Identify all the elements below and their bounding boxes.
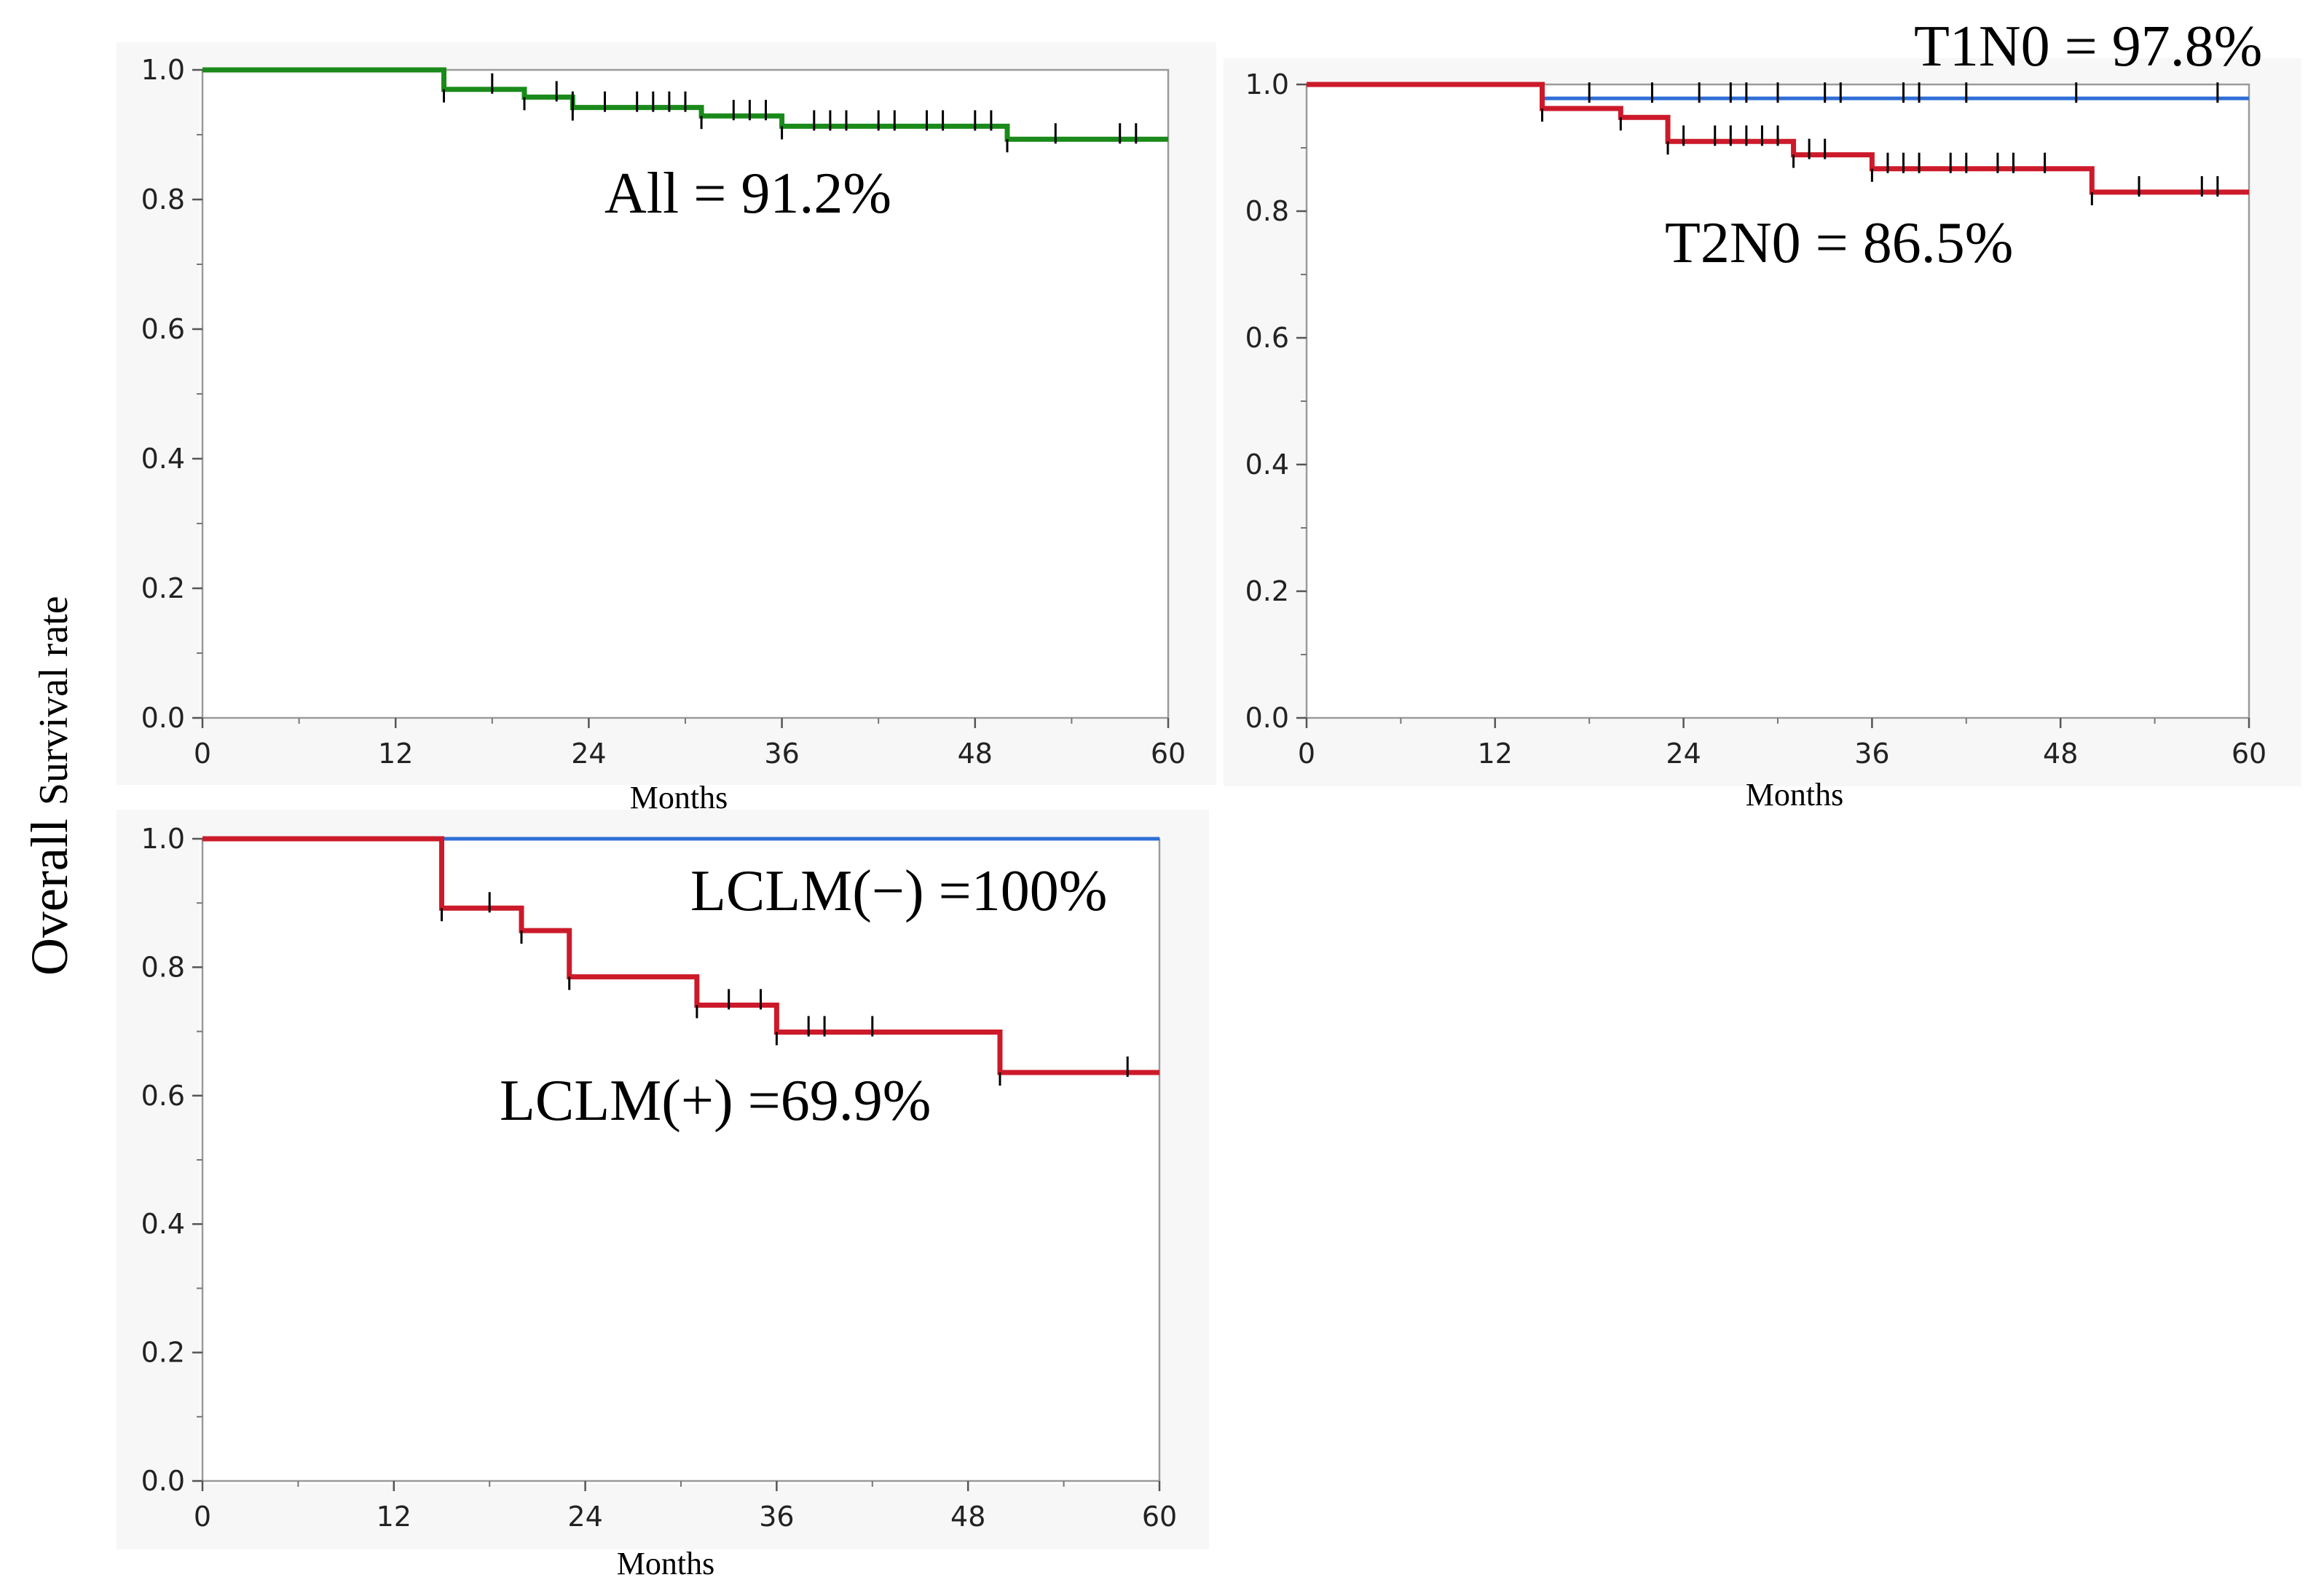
- x-tick-label: 12: [378, 738, 413, 770]
- annotation-lclm-neg: LCLM(−) =100%: [690, 859, 1107, 923]
- x-tick-label: 48: [950, 1501, 985, 1533]
- y-tick-label: 0.4: [141, 1208, 185, 1240]
- y-tick-label: 0.4: [1245, 449, 1289, 481]
- x-axis-label: Months: [1746, 777, 1843, 813]
- x-axis-label: Months: [630, 780, 728, 815]
- y-tick-label: 0.2: [141, 572, 185, 604]
- chart-panel-lclm: 0.0 0.2 0.4 0.6 0.8 1.0 0 12 24 36 48 60 LCLM(−) =1…: [117, 810, 1209, 1581]
- y-axis-label-sub: Survival rate: [31, 596, 76, 805]
- chart-panel-tn: 0.0 0.2 0.4 0.6 0.8 1.0 0 12 24 36 48 60 T1N0 = 97.…: [1224, 15, 2301, 813]
- x-tick-label: 36: [1854, 738, 1889, 770]
- x-tick-label: 12: [1478, 738, 1513, 770]
- chart-panel-all: 0.0 0.2 0.4 0.6 0.8 1.0 0 12 24 36 48 60 All = 91.2…: [117, 42, 1216, 815]
- x-tick-label: 48: [2043, 738, 2078, 770]
- y-tick-label: 0.4: [141, 443, 185, 475]
- y-tick-label: 0.2: [1245, 575, 1289, 607]
- x-axis-label: Months: [617, 1546, 714, 1581]
- x-tick-label: 0: [194, 1501, 211, 1533]
- x-tick-label: 24: [571, 738, 606, 770]
- x-tick-label: 60: [2232, 738, 2266, 770]
- y-tick-label: 0.6: [1245, 322, 1289, 354]
- x-tick-label: 0: [1298, 738, 1315, 770]
- survival-curve-lclm: [202, 836, 1159, 1075]
- y-tick-label: 1.0: [1245, 68, 1289, 100]
- y-tick-label: 0.0: [1245, 702, 1289, 734]
- y-tick-label: 0.8: [141, 951, 185, 983]
- annotation-lclm-pos: LCLM(+) =69.9%: [500, 1069, 931, 1133]
- y-tick-label: 0.0: [141, 702, 185, 734]
- x-tick-label: 36: [764, 738, 799, 770]
- y-axis-label: Overall Survival rate: [20, 596, 79, 976]
- x-tick-label: 24: [567, 1501, 602, 1533]
- plot-area: [200, 837, 1161, 1484]
- y-tick-label: 0.8: [1245, 195, 1289, 227]
- x-tick-label: 0: [194, 738, 211, 770]
- y-tick-label: 0.8: [141, 183, 185, 216]
- annotation-t1n0: T1N0 = 97.8%: [1914, 15, 2262, 79]
- y-tick-label: 0.6: [141, 1080, 185, 1112]
- plot-area: [200, 70, 1168, 719]
- y-tick-label: 1.0: [141, 54, 185, 86]
- y-tick-label: 0.6: [141, 313, 185, 345]
- annotation-t2n0: T2N0 = 86.5%: [1665, 211, 2013, 275]
- y-tick-label: 0.2: [141, 1337, 185, 1369]
- x-tick-label: 60: [1142, 1501, 1177, 1533]
- x-tick-label: 60: [1151, 738, 1186, 770]
- x-tick-label: 12: [377, 1501, 411, 1533]
- x-tick-label: 36: [759, 1501, 794, 1533]
- y-axis-label-main: Overall: [20, 818, 79, 976]
- x-tick-label: 48: [958, 738, 993, 770]
- plot-area: [1305, 84, 2249, 719]
- x-tick-label: 24: [1666, 738, 1701, 770]
- y-tick-label: 0.0: [141, 1465, 185, 1497]
- y-tick-label: 1.0: [141, 823, 185, 855]
- annotation-all: All = 91.2%: [604, 162, 891, 226]
